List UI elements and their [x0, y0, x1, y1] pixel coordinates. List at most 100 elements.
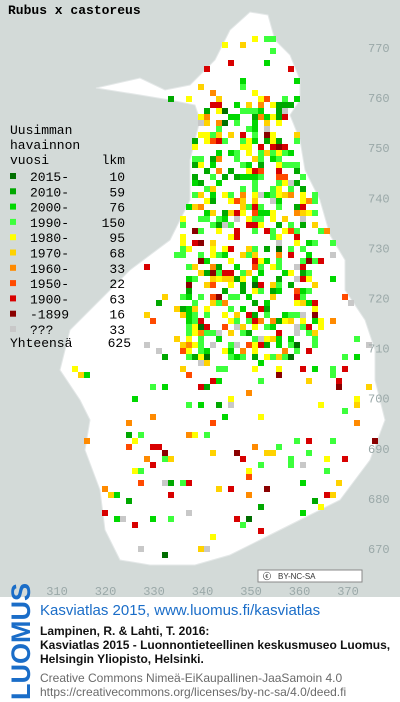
observation-square [222, 270, 228, 276]
observation-square [312, 330, 318, 336]
observation-square [246, 102, 252, 108]
observation-square [252, 342, 258, 348]
observation-square [198, 354, 204, 360]
observation-square [210, 192, 216, 198]
observation-square [240, 198, 246, 204]
observation-square [216, 378, 222, 384]
observation-square [144, 312, 150, 318]
observation-square [300, 324, 306, 330]
observation-square [252, 138, 258, 144]
observation-square [234, 216, 240, 222]
observation-square [252, 282, 258, 288]
observation-square [258, 378, 264, 384]
y-axis-label: 700 [368, 393, 390, 407]
observation-square [288, 318, 294, 324]
observation-square [192, 228, 198, 234]
observation-square [198, 204, 204, 210]
observation-square [186, 204, 192, 210]
observation-square [324, 456, 330, 462]
legend-swatch [10, 280, 16, 287]
observation-square [240, 354, 246, 360]
observation-square [312, 312, 318, 318]
observation-square [270, 282, 276, 288]
observation-square [240, 288, 246, 294]
observation-square [300, 510, 306, 516]
observation-square [228, 246, 234, 252]
observation-square [204, 114, 210, 120]
observation-square [354, 402, 360, 408]
observation-square [264, 132, 270, 138]
observation-square [276, 144, 282, 150]
observation-square [282, 162, 288, 168]
observation-square [258, 528, 264, 534]
footer-link[interactable]: Kasviatlas 2015, www.luomus.fi/kasviatla… [40, 602, 320, 619]
observation-square [258, 156, 264, 162]
observation-square [252, 318, 258, 324]
observation-square [294, 180, 300, 186]
observation-square [354, 420, 360, 426]
observation-square [306, 450, 312, 456]
observation-square [216, 366, 222, 372]
observation-square [204, 432, 210, 438]
legend-count: 150 [102, 216, 125, 231]
observation-square [138, 468, 144, 474]
observation-square [198, 132, 204, 138]
x-axis-label: 350 [240, 585, 262, 599]
observation-square [246, 246, 252, 252]
observation-square [288, 312, 294, 318]
observation-square [270, 132, 276, 138]
observation-square [252, 246, 258, 252]
observation-square [210, 222, 216, 228]
observation-square [270, 114, 276, 120]
observation-square [264, 36, 270, 42]
observation-square [186, 372, 192, 378]
observation-square [276, 234, 282, 240]
observation-square [210, 276, 216, 282]
observation-square [252, 210, 258, 216]
observation-square [258, 282, 264, 288]
observation-square [294, 204, 300, 210]
observation-square [216, 264, 222, 270]
observation-square [192, 330, 198, 336]
observation-square [198, 324, 204, 330]
observation-square [300, 288, 306, 294]
observation-square [258, 192, 264, 198]
observation-square [234, 342, 240, 348]
observation-square [186, 354, 192, 360]
observation-square [324, 492, 330, 498]
observation-square [228, 318, 234, 324]
observation-square [168, 492, 174, 498]
observation-square [270, 228, 276, 234]
observation-square [306, 330, 312, 336]
observation-square [330, 276, 336, 282]
observation-square [126, 444, 132, 450]
observation-square [204, 216, 210, 222]
observation-square [264, 138, 270, 144]
observation-square [192, 318, 198, 324]
observation-square [204, 312, 210, 318]
observation-square [234, 102, 240, 108]
observation-square [276, 276, 282, 282]
observation-square [288, 336, 294, 342]
observation-square [240, 42, 246, 48]
observation-square [300, 204, 306, 210]
citation-line: Helsingin Yliopisto, Helsinki. [40, 652, 204, 666]
cc-icon: ⓒ [263, 571, 271, 581]
observation-square [246, 330, 252, 336]
observation-square [198, 348, 204, 354]
legend-swatch [10, 295, 16, 302]
observation-square [330, 240, 336, 246]
observation-square [300, 264, 306, 270]
observation-square [300, 222, 306, 228]
observation-square [246, 294, 252, 300]
observation-square [288, 282, 294, 288]
observation-square [354, 336, 360, 342]
observation-square [222, 108, 228, 114]
observation-square [294, 210, 300, 216]
observation-square [264, 120, 270, 126]
observation-square [192, 432, 198, 438]
observation-square [180, 234, 186, 240]
observation-square [276, 108, 282, 114]
observation-square [276, 174, 282, 180]
observation-square [318, 504, 324, 510]
